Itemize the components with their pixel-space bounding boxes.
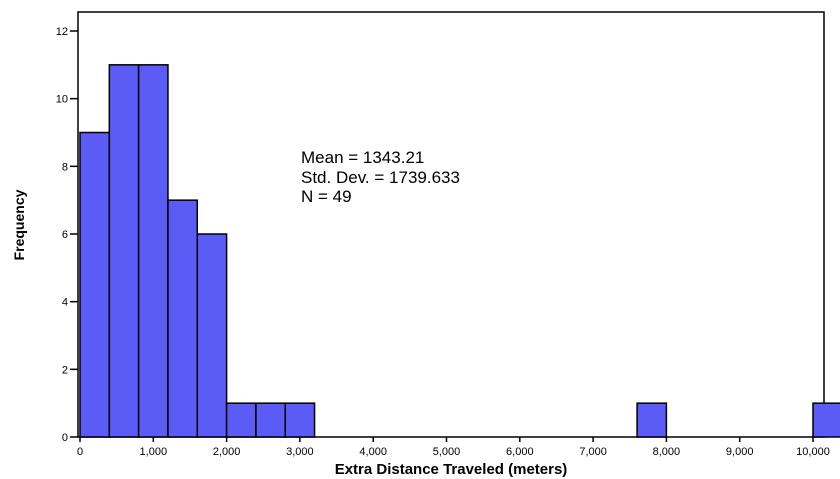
histogram-bar <box>284 402 316 438</box>
histogram-bar <box>225 402 257 438</box>
x-tick-label: 4,000 <box>359 446 387 458</box>
x-tick-label: 5,000 <box>433 446 461 458</box>
histogram-bar <box>167 199 199 438</box>
y-tick-label: 12 <box>56 26 68 38</box>
x-axis-title: Extra Distance Traveled (meters) <box>335 461 568 478</box>
histogram-bar <box>636 402 668 438</box>
x-tick-label: 1,000 <box>140 446 168 458</box>
y-axis: 0 2 4 6 8 10 12 <box>56 26 78 444</box>
stats-std-dev: Std. Dev. = 1739.633 <box>301 168 460 187</box>
y-tick-label: 2 <box>62 364 68 376</box>
histogram-bar <box>196 233 228 438</box>
x-tick-label: 10,000 <box>796 446 830 458</box>
stats-annotation: Mean = 1343.21 Std. Dev. = 1739.633 N = … <box>301 148 460 206</box>
stats-n: N = 49 <box>301 187 352 206</box>
x-tick-label: 3,000 <box>286 446 314 458</box>
y-tick-label: 10 <box>56 94 68 106</box>
y-tick-label: 0 <box>62 432 68 444</box>
x-tick-label: 7,000 <box>579 446 607 458</box>
histogram-bar <box>108 64 140 438</box>
y-tick-label: 8 <box>62 161 68 173</box>
histogram-bar <box>137 64 169 438</box>
x-tick-label: 9,000 <box>726 446 754 458</box>
y-axis-title: Frequency <box>11 189 27 260</box>
x-axis: 0 1,000 2,000 3,000 4,000 5,000 6,000 7,000 8,00… <box>77 437 830 458</box>
x-tick-label: 0 <box>77 446 83 458</box>
histogram-bar <box>255 402 286 438</box>
bars-group <box>79 64 840 438</box>
x-tick-label: 8,000 <box>653 446 681 458</box>
histogram-bar <box>79 131 111 438</box>
x-tick-label: 6,000 <box>506 446 534 458</box>
stats-mean: Mean = 1343.21 <box>301 148 424 167</box>
y-tick-label: 6 <box>62 229 68 241</box>
y-tick-label: 4 <box>62 297 68 309</box>
x-tick-label: 2,000 <box>213 446 241 458</box>
histogram-bar <box>812 402 840 438</box>
